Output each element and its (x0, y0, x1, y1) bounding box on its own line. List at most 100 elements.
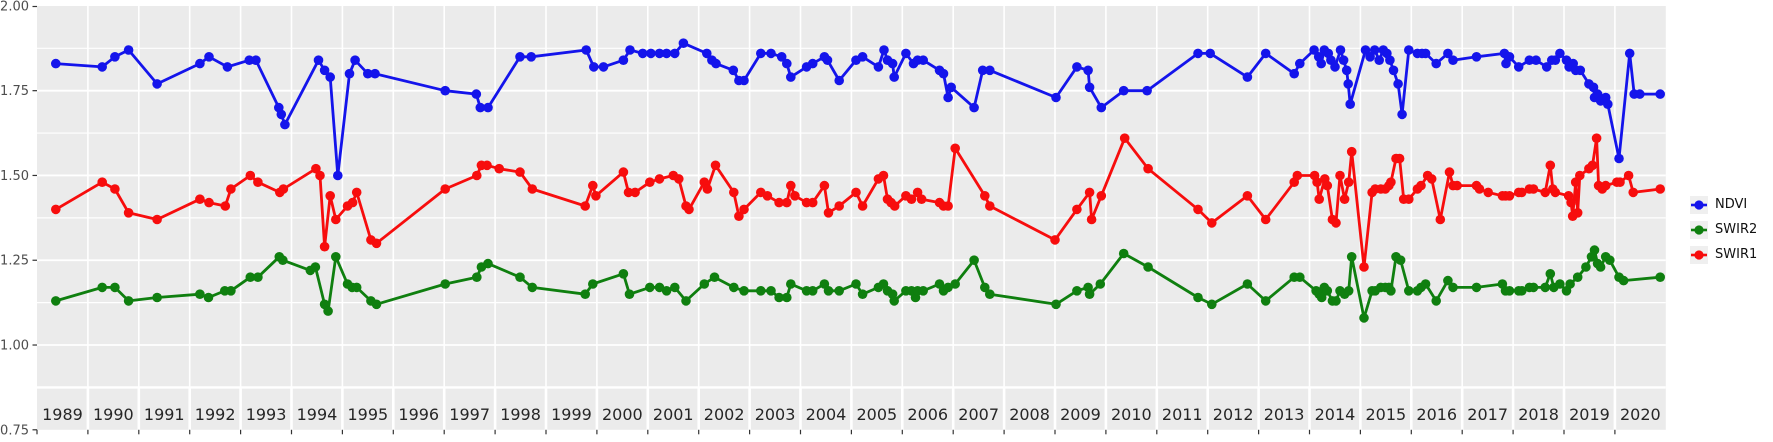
data-point-swir1 (1416, 180, 1426, 191)
data-point-swir2 (729, 282, 739, 293)
data-point-swir1 (943, 201, 953, 211)
year-strip-label: 2002 (704, 405, 745, 424)
data-point-swir1 (1444, 167, 1455, 177)
data-point-ndvi (670, 48, 680, 59)
data-point-swir2 (1545, 269, 1556, 279)
data-point-ndvi (333, 170, 343, 181)
data-point-ndvi (1096, 102, 1107, 113)
data-point-swir2 (1431, 296, 1441, 306)
year-strip-label: 2013 (1264, 405, 1305, 424)
legend-entry-swir1: SWIR1 (1690, 246, 1757, 264)
data-point-swir2 (1618, 275, 1629, 286)
data-point-ndvi (1338, 55, 1349, 65)
data-point-ndvi (581, 45, 591, 55)
data-point-ndvi (1504, 52, 1515, 62)
data-point-swir1 (1346, 146, 1357, 157)
data-point-swir2 (739, 286, 749, 296)
data-point-ndvi (834, 75, 844, 86)
data-point-swir1 (580, 201, 590, 211)
data-point-ndvi (51, 58, 61, 69)
data-point-ndvi (1142, 85, 1152, 96)
data-point-swir2 (51, 296, 61, 306)
data-point-swir1 (1404, 194, 1414, 204)
data-point-ndvi (251, 55, 261, 65)
data-point-ndvi (1614, 153, 1624, 164)
data-point-swir2 (588, 279, 598, 289)
data-point-swir2 (278, 255, 288, 265)
data-point-swir2 (110, 282, 120, 293)
data-point-swir2 (1572, 272, 1583, 283)
data-point-swir2 (618, 269, 629, 279)
data-point-swir1 (195, 194, 205, 204)
data-point-swir2 (1540, 282, 1550, 293)
data-point-ndvi (1603, 99, 1613, 109)
data-point-swir1 (1600, 180, 1611, 191)
data-point-swir1 (1575, 170, 1585, 181)
data-point-swir2 (1331, 296, 1341, 306)
data-point-ndvi (280, 119, 290, 130)
data-point-ndvi (1072, 62, 1082, 72)
data-point-ndvi (1448, 55, 1458, 65)
y-axis-tick-label: 1.00 (0, 339, 29, 354)
data-point-swir1 (906, 194, 917, 204)
data-point-ndvi (1388, 65, 1399, 76)
data-point-swir1 (1517, 187, 1527, 198)
data-point-swir2 (1295, 272, 1305, 283)
data-point-ndvi (1397, 109, 1407, 120)
data-point-swir2 (950, 279, 960, 289)
data-point-swir2 (1118, 248, 1129, 259)
data-point-swir2 (351, 282, 362, 293)
y-axis-tick-label: 0.75 (0, 423, 29, 438)
data-point-swir1 (618, 167, 629, 177)
data-point-ndvi (244, 55, 255, 65)
data-point-swir2 (980, 282, 990, 293)
data-point-swir2 (857, 289, 868, 300)
data-point-swir2 (774, 292, 784, 303)
year-strip-label: 2001 (653, 405, 694, 424)
legend-label-swir1: SWIR1 (1715, 247, 1758, 262)
year-strip-label: 1995 (347, 405, 388, 424)
year-strip-label: 2019 (1569, 405, 1610, 424)
data-point-ndvi (1471, 52, 1482, 62)
data-point-ndvi (918, 55, 928, 65)
data-point-ndvi (1513, 62, 1524, 72)
data-point-swir1 (494, 163, 505, 174)
legend-label-swir2: SWIR2 (1715, 222, 1758, 237)
y-axis-tick-label: 1.50 (0, 169, 29, 184)
data-point-ndvi (756, 48, 766, 59)
data-point-ndvi (661, 48, 672, 59)
data-point-swir2 (245, 272, 256, 283)
data-point-swir1 (702, 184, 713, 194)
data-point-ndvi (1295, 58, 1305, 69)
data-point-swir1 (51, 204, 61, 215)
data-point-swir1 (1207, 218, 1217, 228)
data-point-swir2 (1343, 286, 1354, 296)
data-point-ndvi (879, 45, 889, 55)
data-point-swir2 (371, 299, 382, 310)
legend-label-ndvi: NDVI (1715, 197, 1748, 212)
legend-key-swir2-icon (1690, 221, 1708, 239)
data-point-ndvi (1575, 65, 1586, 76)
data-point-swir1 (1086, 214, 1097, 225)
year-strip-label: 2000 (602, 405, 643, 424)
year-strip-label: 1992 (195, 405, 236, 424)
data-point-swir2 (1655, 272, 1665, 283)
data-point-swir1 (245, 170, 256, 181)
year-strip-label: 2014 (1315, 405, 1356, 424)
data-point-swir1 (1628, 187, 1638, 198)
data-point-swir1 (351, 187, 362, 198)
data-point-swir2 (1471, 282, 1482, 293)
data-point-ndvi (471, 89, 482, 99)
data-point-ndvi (483, 102, 493, 113)
data-point-ndvi (440, 85, 451, 96)
data-point-swir2 (527, 282, 538, 293)
data-point-ndvi (1345, 99, 1355, 109)
data-point-ndvi (350, 55, 360, 65)
data-point-swir1 (325, 191, 336, 201)
data-point-swir1 (1528, 184, 1539, 194)
data-point-swir2 (943, 282, 953, 293)
data-point-swir2 (440, 279, 451, 289)
data-point-swir2 (807, 286, 818, 296)
data-point-swir1 (823, 208, 834, 218)
data-point-swir1 (1386, 177, 1396, 187)
